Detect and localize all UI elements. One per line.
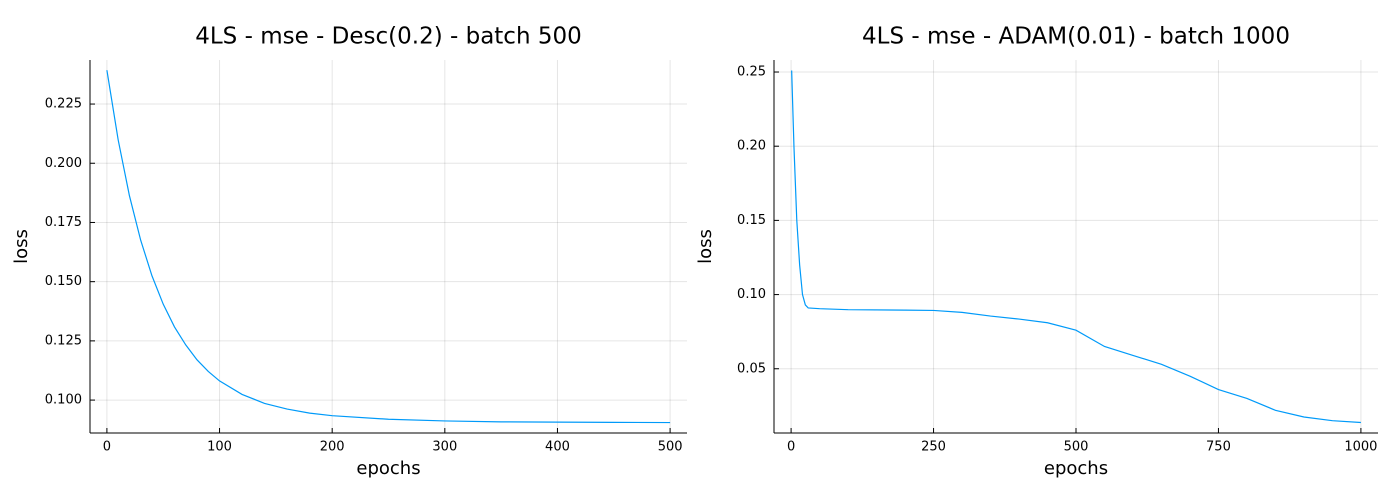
y-axis-label: loss [695, 229, 716, 264]
y-tick-label: 0.20 [737, 139, 766, 154]
y-tick-label: 0.150 [45, 274, 82, 289]
y-tick-label: 0.05 [737, 361, 766, 376]
x-tick-label: 1000 [1344, 440, 1377, 455]
x-tick-label: 400 [545, 440, 570, 455]
y-tick-label: 0.175 [45, 215, 82, 230]
y-tick-label: 0.125 [45, 333, 82, 348]
chart-title: 4LS - mse - ADAM(0.01) - batch 1000 [862, 24, 1290, 50]
x-axis-label: epochs [356, 458, 420, 479]
y-tick-label: 0.225 [45, 97, 82, 112]
x-tick-label: 100 [207, 440, 232, 455]
y-tick-label: 0.15 [737, 213, 766, 228]
x-tick-label: 250 [921, 440, 946, 455]
y-tick-label: 0.200 [45, 156, 82, 171]
x-tick-label: 500 [658, 440, 683, 455]
y-tick-label: 0.25 [737, 65, 766, 80]
x-tick-label: 750 [1206, 440, 1231, 455]
y-tick-label: 0.10 [737, 287, 766, 302]
chart-title: 4LS - mse - Desc(0.2) - batch 500 [195, 24, 582, 50]
y-tick-label: 0.100 [45, 393, 82, 408]
x-tick-label: 300 [432, 440, 457, 455]
x-tick-label: 500 [1064, 440, 1089, 455]
loss-line [106, 70, 671, 424]
x-tick-label: 200 [320, 440, 345, 455]
y-axis-label: loss [11, 229, 32, 264]
loss-line [791, 70, 1361, 424]
x-tick-label: 0 [103, 440, 111, 455]
x-axis-label: epochs [1044, 458, 1108, 479]
x-tick-label: 0 [787, 440, 795, 455]
